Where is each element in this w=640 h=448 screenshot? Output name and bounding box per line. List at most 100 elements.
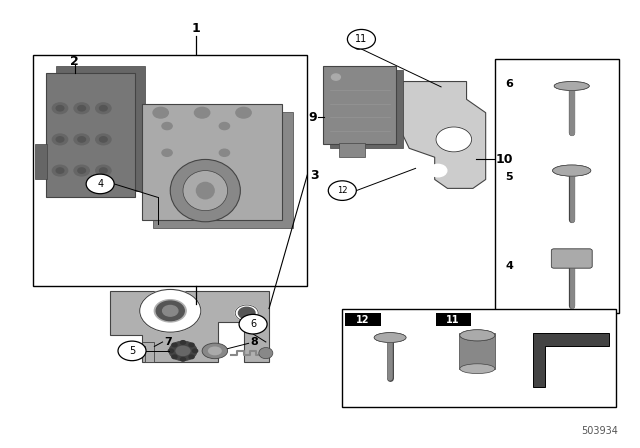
Text: 9: 9 — [308, 111, 317, 124]
Text: 503934: 503934 — [581, 426, 618, 436]
Circle shape — [56, 168, 64, 173]
Text: 6: 6 — [506, 79, 513, 89]
Circle shape — [100, 168, 107, 173]
Text: 12: 12 — [356, 315, 369, 325]
Circle shape — [96, 134, 111, 145]
Circle shape — [56, 137, 64, 142]
Ellipse shape — [374, 332, 406, 342]
Circle shape — [78, 106, 86, 111]
Polygon shape — [141, 342, 154, 362]
Circle shape — [78, 168, 86, 173]
Circle shape — [156, 301, 184, 321]
Bar — [436, 313, 471, 327]
Circle shape — [180, 358, 186, 361]
Ellipse shape — [554, 82, 589, 90]
Ellipse shape — [460, 330, 495, 341]
Circle shape — [236, 305, 258, 321]
Circle shape — [52, 134, 68, 145]
Circle shape — [332, 74, 340, 80]
Text: 2: 2 — [70, 55, 79, 68]
Circle shape — [429, 164, 447, 177]
Circle shape — [172, 355, 177, 359]
Circle shape — [169, 341, 197, 361]
Bar — [35, 144, 47, 180]
Circle shape — [220, 149, 230, 156]
FancyBboxPatch shape — [141, 104, 282, 220]
FancyBboxPatch shape — [551, 249, 592, 268]
Ellipse shape — [202, 343, 228, 359]
Circle shape — [239, 307, 255, 319]
Circle shape — [52, 165, 68, 176]
Text: 1: 1 — [191, 22, 200, 35]
Text: 7: 7 — [164, 337, 172, 347]
Circle shape — [180, 340, 186, 344]
Ellipse shape — [374, 332, 406, 342]
Circle shape — [436, 127, 472, 152]
Ellipse shape — [460, 364, 495, 374]
Circle shape — [162, 149, 172, 156]
Text: 8: 8 — [250, 337, 258, 347]
Text: 12: 12 — [337, 186, 348, 195]
Circle shape — [52, 103, 68, 114]
Circle shape — [78, 137, 86, 142]
FancyBboxPatch shape — [46, 73, 135, 197]
Circle shape — [154, 300, 186, 322]
Bar — [323, 66, 396, 144]
Text: 11: 11 — [446, 315, 460, 325]
Bar — [339, 143, 365, 157]
Bar — [346, 313, 381, 327]
Circle shape — [355, 44, 362, 49]
Circle shape — [153, 108, 168, 118]
Circle shape — [162, 122, 172, 129]
Ellipse shape — [183, 171, 228, 211]
Text: 4: 4 — [97, 179, 103, 189]
Bar — [330, 70, 403, 148]
Circle shape — [140, 289, 201, 332]
Circle shape — [74, 165, 90, 176]
Circle shape — [175, 345, 191, 356]
Ellipse shape — [196, 182, 215, 199]
Text: 6: 6 — [250, 319, 256, 329]
Bar — [342, 309, 616, 406]
Circle shape — [189, 355, 194, 359]
Text: 10: 10 — [495, 153, 513, 166]
Circle shape — [100, 106, 107, 111]
Circle shape — [220, 122, 230, 129]
Bar — [495, 59, 620, 313]
Circle shape — [236, 108, 251, 118]
Circle shape — [189, 343, 194, 347]
Circle shape — [74, 103, 90, 114]
Text: 11: 11 — [355, 34, 367, 44]
Circle shape — [118, 341, 146, 361]
Circle shape — [168, 349, 173, 353]
Text: 5: 5 — [129, 346, 135, 356]
FancyBboxPatch shape — [153, 112, 293, 228]
Text: 4: 4 — [506, 261, 513, 271]
Text: 5: 5 — [506, 172, 513, 182]
Ellipse shape — [208, 346, 222, 355]
Circle shape — [163, 306, 178, 316]
FancyBboxPatch shape — [56, 66, 145, 190]
FancyBboxPatch shape — [551, 249, 592, 268]
Circle shape — [193, 349, 198, 353]
Ellipse shape — [552, 165, 591, 176]
Text: 3: 3 — [310, 168, 319, 181]
Circle shape — [328, 181, 356, 200]
Circle shape — [100, 137, 107, 142]
Polygon shape — [403, 82, 486, 188]
Ellipse shape — [259, 348, 273, 359]
Bar — [33, 55, 307, 286]
Ellipse shape — [554, 82, 589, 90]
Polygon shape — [109, 291, 269, 362]
Polygon shape — [532, 333, 609, 387]
Circle shape — [74, 134, 90, 145]
Circle shape — [86, 174, 114, 194]
Circle shape — [96, 165, 111, 176]
Circle shape — [96, 103, 111, 114]
Circle shape — [56, 106, 64, 111]
Ellipse shape — [552, 165, 591, 176]
Circle shape — [239, 314, 267, 334]
Ellipse shape — [460, 330, 495, 341]
Circle shape — [172, 343, 177, 347]
FancyBboxPatch shape — [460, 333, 495, 369]
